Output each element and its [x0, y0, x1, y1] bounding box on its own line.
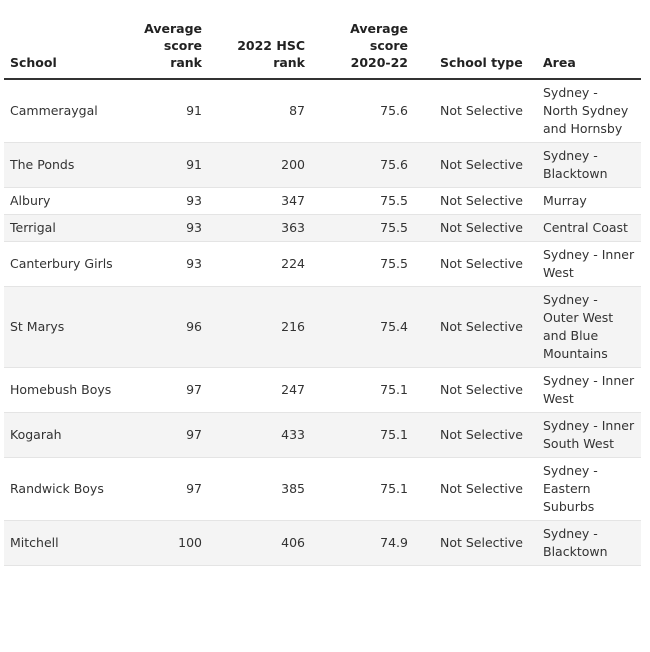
cell-school: St Marys — [4, 286, 124, 368]
table-row: Mitchell 100 406 74.9 Not Selective Sydney - … — [4, 520, 641, 566]
cell-average-score-rank: 100 — [124, 520, 224, 566]
table-row: Homebush Boys 97 247 75.1 Not Selective Sydne… — [4, 367, 641, 413]
cell-hsc-rank: 406 — [224, 520, 327, 566]
cell-average-score: 75.5 — [327, 214, 430, 242]
cell-average-score-rank: 91 — [124, 142, 224, 188]
column-header-average-score: Average score 2020-22 — [327, 4, 430, 80]
cell-hsc-rank: 216 — [224, 286, 327, 368]
cell-school-type: Not Selective — [430, 142, 533, 188]
column-header-school: School — [4, 4, 124, 80]
cell-school: Terrigal — [4, 214, 124, 242]
cell-average-score: 75.6 — [327, 142, 430, 188]
cell-average-score-rank: 93 — [124, 214, 224, 242]
cell-hsc-rank: 247 — [224, 367, 327, 413]
cell-hsc-rank: 363 — [224, 214, 327, 242]
cell-average-score-rank: 93 — [124, 187, 224, 215]
cell-average-score-rank: 97 — [124, 457, 224, 521]
column-header-hsc-rank: 2022 HSC rank — [224, 4, 327, 80]
table-row: Kogarah 97 433 75.1 Not Selective Sydney - In… — [4, 412, 641, 458]
column-header-average-score-rank: Average score rank — [124, 4, 224, 80]
cell-hsc-rank: 347 — [224, 187, 327, 215]
cell-hsc-rank: 87 — [224, 79, 327, 143]
column-header-area: Area — [533, 4, 641, 80]
cell-school-type: Not Selective — [430, 187, 533, 215]
column-header-school-type: School type — [430, 4, 533, 80]
school-ranking-table-container: School Average score rank 2022 HSC rank … — [4, 4, 641, 566]
table-row: Terrigal 93 363 75.5 Not Selective Central Co… — [4, 214, 641, 242]
cell-hsc-rank: 385 — [224, 457, 327, 521]
cell-average-score-rank: 91 — [124, 79, 224, 143]
cell-school: Albury — [4, 187, 124, 215]
cell-average-score-rank: 97 — [124, 412, 224, 458]
table-row: St Marys 96 216 75.4 Not Selective Sydney - O… — [4, 286, 641, 368]
cell-average-score: 75.5 — [327, 187, 430, 215]
cell-school-type: Not Selective — [430, 286, 533, 368]
cell-school-type: Not Selective — [430, 214, 533, 242]
cell-average-score: 75.1 — [327, 457, 430, 521]
table-body: Cammeraygal 91 87 75.6 Not Selective Sydney -… — [4, 79, 641, 566]
table-row: Cammeraygal 91 87 75.6 Not Selective Sydney -… — [4, 79, 641, 143]
cell-area: Sydney - North Sydney and Hornsby — [533, 79, 641, 143]
header-row: School Average score rank 2022 HSC rank … — [4, 4, 641, 80]
table-row: Randwick Boys 97 385 75.1 Not Selective Sydne… — [4, 457, 641, 521]
cell-hsc-rank: 433 — [224, 412, 327, 458]
cell-area: Sydney - Blacktown — [533, 520, 641, 566]
cell-area: Central Coast — [533, 214, 641, 242]
cell-average-score: 75.4 — [327, 286, 430, 368]
cell-average-score-rank: 97 — [124, 367, 224, 413]
cell-average-score: 75.6 — [327, 79, 430, 143]
cell-school: Kogarah — [4, 412, 124, 458]
cell-school: Homebush Boys — [4, 367, 124, 413]
table-header: School Average score rank 2022 HSC rank … — [4, 4, 641, 80]
cell-area: Sydney - Inner West — [533, 241, 641, 287]
cell-average-score-rank: 93 — [124, 241, 224, 287]
cell-area: Murray — [533, 187, 641, 215]
cell-average-score: 75.5 — [327, 241, 430, 287]
cell-school: Randwick Boys — [4, 457, 124, 521]
cell-school: The Ponds — [4, 142, 124, 188]
table-row: Canterbury Girls 93 224 75.5 Not Selective Sy… — [4, 241, 641, 287]
table-row: Albury 93 347 75.5 Not Selective Murray — [4, 187, 641, 215]
cell-hsc-rank: 200 — [224, 142, 327, 188]
cell-school: Canterbury Girls — [4, 241, 124, 287]
school-ranking-table: School Average score rank 2022 HSC rank … — [4, 4, 641, 566]
cell-average-score: 75.1 — [327, 367, 430, 413]
cell-school-type: Not Selective — [430, 241, 533, 287]
cell-average-score: 75.1 — [327, 412, 430, 458]
cell-average-score-rank: 96 — [124, 286, 224, 368]
cell-school-type: Not Selective — [430, 457, 533, 521]
cell-school: Mitchell — [4, 520, 124, 566]
cell-school-type: Not Selective — [430, 412, 533, 458]
cell-average-score: 74.9 — [327, 520, 430, 566]
cell-school-type: Not Selective — [430, 79, 533, 143]
cell-area: Sydney - Outer West and Blue Mountains — [533, 286, 641, 368]
cell-school-type: Not Selective — [430, 367, 533, 413]
cell-area: Sydney - Blacktown — [533, 142, 641, 188]
table-row: The Ponds 91 200 75.6 Not Selective Sydney - … — [4, 142, 641, 188]
cell-area: Sydney - Inner West — [533, 367, 641, 413]
cell-area: Sydney - Eastern Suburbs — [533, 457, 641, 521]
cell-area: Sydney - Inner South West — [533, 412, 641, 458]
cell-school: Cammeraygal — [4, 79, 124, 143]
cell-hsc-rank: 224 — [224, 241, 327, 287]
cell-school-type: Not Selective — [430, 520, 533, 566]
